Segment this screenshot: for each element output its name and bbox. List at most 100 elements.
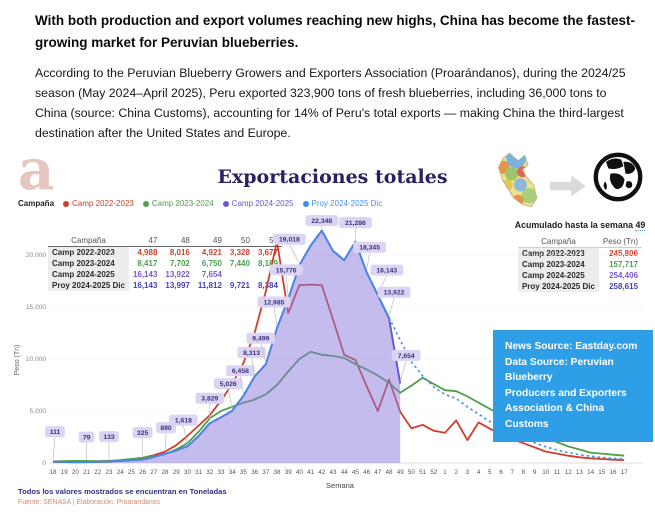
svg-text:46: 46 <box>363 469 371 476</box>
svg-text:47: 47 <box>374 469 382 476</box>
legend-label: Camp 2022-2023 <box>72 199 134 208</box>
table-cell: Proy 2024-2025 Dic <box>517 281 599 292</box>
svg-text:23: 23 <box>105 469 113 476</box>
week-table-header: 50 <box>225 235 254 247</box>
table-cell: Proy 2024-2025 Dic <box>48 280 129 291</box>
acumulado-table-header: Campaña <box>517 236 599 248</box>
legend-label: Camp 2024-2025 <box>231 199 294 208</box>
table-cell: Camp 2024-2025 <box>48 269 129 280</box>
acumulado-title: Acumulado hasta la semana 49 <box>514 220 646 231</box>
peru-map-icon <box>490 152 542 214</box>
svg-text:4: 4 <box>477 469 481 476</box>
svg-text:15: 15 <box>598 469 606 476</box>
table-cell: 8,189 <box>257 259 278 268</box>
table-cell: 7,702 <box>169 259 190 268</box>
chart-title: Exportaciones totales <box>217 166 448 188</box>
svg-text:36: 36 <box>251 469 259 476</box>
svg-text:32: 32 <box>206 469 214 476</box>
table-cell: 3,677 <box>257 248 278 257</box>
svg-text:52: 52 <box>430 469 438 476</box>
table-cell: 13,922 <box>165 270 190 279</box>
table-cell: 16,143 <box>132 281 158 290</box>
news-source-box: News Source: Eastday.com Data Source: Per… <box>493 330 653 442</box>
svg-text:13: 13 <box>576 469 584 476</box>
legend-dot-icon <box>63 200 70 207</box>
table-cell: Camp 2022-2023 <box>48 246 129 258</box>
acumulado-panel: Acumulado hasta la semana 49 Campaña Peso… <box>496 220 655 292</box>
legend-item[interactable]: Camp 2023-2024 <box>142 199 214 208</box>
svg-text:20,000: 20,000 <box>26 252 47 259</box>
svg-text:2: 2 <box>454 469 458 476</box>
table-cell: Camp 2024-2025 <box>517 270 599 281</box>
svg-text:24: 24 <box>117 469 125 476</box>
legend-item[interactable]: Proy 2024-2025 Dic <box>302 199 383 208</box>
svg-text:33: 33 <box>217 469 225 476</box>
svg-text:13,922: 13,922 <box>384 290 405 297</box>
legend-item[interactable]: Camp 2024-2025 <box>222 199 294 208</box>
table-row: Camp 2023-2024 157,717 <box>517 259 642 270</box>
table-cell: 13,997 <box>165 281 190 290</box>
svg-text:6: 6 <box>499 469 503 476</box>
svg-text:12: 12 <box>565 469 573 476</box>
svg-text:43: 43 <box>329 469 337 476</box>
svg-text:7,654: 7,654 <box>398 353 415 360</box>
svg-text:10,000: 10,000 <box>26 356 47 363</box>
acumulado-table: Campaña Peso (Tn) Camp 2022-2023 245,806 Cam… <box>517 236 643 292</box>
svg-text:28: 28 <box>161 469 169 476</box>
proarandanos-logo: a <box>18 137 55 203</box>
table-row: Camp 2022-2023 4,988 8,016 4,921 3,328 3,677 <box>48 246 282 258</box>
chart-panel: a Exportaciones totales Campaña Camp 202… <box>10 142 655 523</box>
table-row: Camp 2023-2024 8,417 7,702 6,750 7,440 8,189 <box>48 258 282 269</box>
legend-dot-icon <box>302 200 309 207</box>
svg-text:22: 22 <box>94 469 102 476</box>
article-body: According to the Peruvian Blueberry Grow… <box>35 66 626 141</box>
table-cell: 7,654 <box>201 270 222 279</box>
svg-text:35: 35 <box>240 469 248 476</box>
news-source-line: Producers and Exporters <box>505 387 627 399</box>
table-row: Camp 2024-2025 16,143 13,922 7,654 <box>48 269 282 280</box>
table-cell: 16,143 <box>132 270 158 279</box>
table-row: Proy 2024-2025 Dic 258,615 <box>517 281 642 292</box>
svg-text:42: 42 <box>318 469 326 476</box>
svg-text:0: 0 <box>42 460 46 467</box>
acumulado-week: 49 <box>635 220 646 231</box>
svg-text:3,829: 3,829 <box>201 396 218 403</box>
svg-text:6,458: 6,458 <box>232 368 249 375</box>
week-table-header: 49 <box>193 235 226 247</box>
svg-text:9,499: 9,499 <box>252 336 269 343</box>
right-arrow-icon <box>550 173 588 204</box>
svg-text:49: 49 <box>397 469 405 476</box>
svg-text:Semana: Semana <box>326 481 355 490</box>
svg-text:21: 21 <box>83 469 91 476</box>
news-source-line: Association & China Customs <box>505 403 605 430</box>
svg-text:20: 20 <box>72 469 80 476</box>
svg-text:34: 34 <box>229 469 237 476</box>
svg-text:3: 3 <box>466 469 470 476</box>
svg-text:19,018: 19,018 <box>279 237 300 244</box>
svg-text:41: 41 <box>307 469 315 476</box>
legend-item[interactable]: Camp 2022-2023 <box>63 199 134 208</box>
svg-text:38: 38 <box>273 469 281 476</box>
legend-dot-icon <box>142 200 149 207</box>
table-cell: Camp 2023-2024 <box>517 259 599 270</box>
acumulado-table-header: Peso (Tn) <box>598 236 643 248</box>
footnote-units: Todos los valores mostrados se encuentra… <box>18 487 227 496</box>
svg-text:5,000: 5,000 <box>29 408 46 415</box>
table-cell: 258,615 <box>609 282 639 291</box>
svg-text:5,026: 5,026 <box>220 381 237 388</box>
svg-text:21,286: 21,286 <box>345 220 366 227</box>
svg-text:16: 16 <box>609 469 617 476</box>
week-table-header: 48 <box>161 235 194 247</box>
news-source-line: News Source: Eastday.com <box>505 341 638 352</box>
chart-legend: Campaña Camp 2022-2023 Camp 2023-2024 Camp… <box>18 199 382 208</box>
svg-text:79: 79 <box>83 435 91 442</box>
table-cell: 4,988 <box>137 248 158 257</box>
table-cell: 11,812 <box>197 281 222 290</box>
legend-label: Proy 2024-2025 Dic <box>311 199 383 208</box>
svg-text:44: 44 <box>341 469 349 476</box>
table-cell: 7,440 <box>229 259 250 268</box>
svg-text:890: 890 <box>160 425 172 432</box>
news-source-line: Data Source: Peruvian Blueberry <box>505 356 614 384</box>
svg-text:133: 133 <box>103 434 115 441</box>
